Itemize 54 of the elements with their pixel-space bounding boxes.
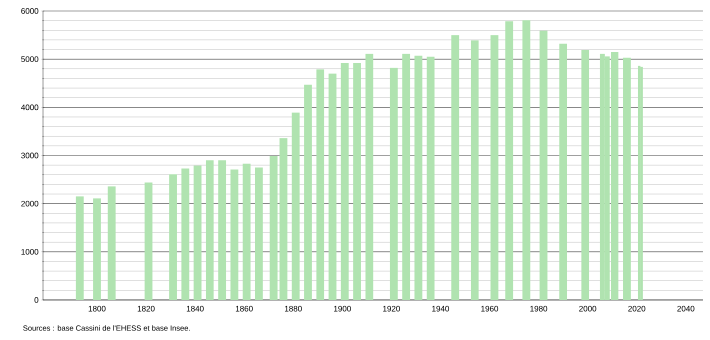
bar [451, 35, 460, 300]
bar [206, 160, 214, 300]
x-tick-label: 1920 [383, 306, 400, 312]
y-tick-label: 1000 [21, 248, 38, 255]
x-tick-label: 1940 [432, 306, 450, 312]
bar [93, 198, 101, 300]
bar [292, 112, 300, 300]
y-tick-label: 5000 [21, 56, 38, 62]
x-tick-label: 1840 [186, 306, 204, 312]
x-tick-label: 1820 [138, 306, 155, 312]
bar [340, 63, 349, 300]
y-tick-label: 2000 [21, 200, 38, 206]
bar [270, 156, 278, 300]
y-tick-label: 4000 [21, 104, 38, 110]
bar [328, 74, 336, 300]
bar [194, 166, 202, 300]
y-tick-label: 3000 [21, 152, 38, 158]
bar [316, 69, 324, 300]
bar [304, 84, 312, 300]
bar [230, 169, 238, 300]
bar [559, 44, 568, 300]
x-tick-label: 2040 [677, 306, 694, 312]
bar [414, 56, 422, 300]
bar [365, 54, 374, 300]
bar [218, 160, 226, 300]
bar [490, 35, 498, 300]
bar [280, 138, 288, 300]
bar [169, 174, 177, 300]
bar [144, 182, 152, 300]
bar [181, 168, 190, 300]
bar [470, 40, 479, 300]
bar [426, 56, 435, 300]
bar [540, 30, 548, 300]
bar [76, 196, 84, 300]
bar [254, 168, 263, 300]
x-tick-label: 2000 [579, 306, 596, 312]
bar [402, 54, 410, 300]
bar [242, 164, 251, 300]
x-tick-label: 1800 [88, 306, 106, 312]
bar [108, 186, 116, 300]
bar [505, 21, 514, 300]
bar [390, 68, 398, 300]
x-tick-label: 1980 [530, 306, 548, 312]
x-tick-label: 2020 [628, 306, 646, 312]
x-tick-label: 1900 [334, 306, 351, 312]
bar [581, 50, 590, 300]
x-tick-label: 1880 [284, 306, 302, 312]
bar [353, 63, 361, 300]
x-tick-label: 1960 [481, 306, 498, 312]
y-tick-label: 0 [34, 297, 38, 303]
bar [522, 20, 530, 300]
y-tick-label: 6000 [21, 8, 38, 14]
bar [623, 58, 631, 300]
x-tick-label: 1860 [236, 306, 253, 312]
